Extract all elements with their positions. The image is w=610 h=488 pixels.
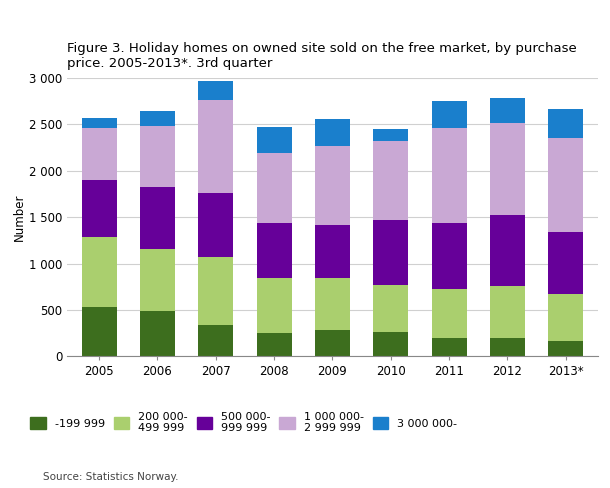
Bar [198, 193, 233, 258]
Bar [140, 187, 175, 249]
Bar [432, 223, 467, 288]
Bar [432, 101, 467, 128]
Bar [373, 332, 408, 356]
Bar [432, 288, 467, 338]
Bar [198, 81, 233, 100]
Bar [315, 330, 350, 356]
Bar [82, 237, 117, 307]
Y-axis label: Number: Number [13, 193, 26, 241]
Legend: -199 999, 200 000-
499 999, 500 000-
999 999, 1 000 000-
2 999 999, 3 000 000-: -199 999, 200 000- 499 999, 500 000- 999… [30, 412, 458, 433]
Bar [373, 141, 408, 221]
Bar [548, 139, 583, 232]
Bar [140, 126, 175, 187]
Bar [373, 285, 408, 332]
Bar [140, 311, 175, 356]
Bar [548, 232, 583, 294]
Bar [432, 338, 467, 356]
Bar [257, 127, 292, 153]
Bar [490, 122, 525, 215]
Bar [548, 294, 583, 342]
Bar [315, 278, 350, 330]
Bar [315, 224, 350, 278]
Bar [140, 249, 175, 311]
Bar [82, 119, 117, 128]
Bar [198, 258, 233, 325]
Bar [257, 223, 292, 278]
Bar [82, 307, 117, 356]
Bar [548, 342, 583, 356]
Bar [373, 129, 408, 141]
Bar [198, 100, 233, 193]
Text: Source: Statistics Norway.: Source: Statistics Norway. [43, 472, 178, 482]
Bar [82, 128, 117, 180]
Bar [315, 146, 350, 224]
Bar [490, 98, 525, 122]
Bar [373, 221, 408, 285]
Bar [140, 111, 175, 126]
Bar [257, 333, 292, 356]
Bar [198, 325, 233, 356]
Bar [257, 153, 292, 223]
Bar [490, 338, 525, 356]
Bar [315, 120, 350, 146]
Bar [490, 286, 525, 338]
Bar [82, 180, 117, 237]
Bar [432, 128, 467, 223]
Bar [548, 109, 583, 139]
Bar [257, 278, 292, 333]
Bar [490, 215, 525, 286]
Text: Figure 3. Holiday homes on owned site sold on the free market, by purchase
price: Figure 3. Holiday homes on owned site so… [67, 42, 577, 70]
